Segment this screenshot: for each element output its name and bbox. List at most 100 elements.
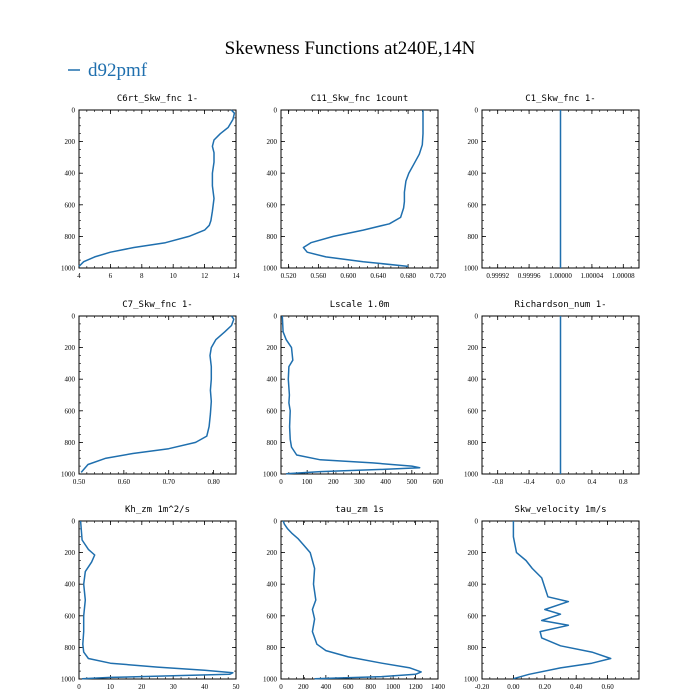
y-tick-label: 600 [65, 612, 76, 620]
x-tick-label: 0.0 [556, 478, 565, 486]
y-tick-label: 200 [65, 549, 76, 557]
panel-2: C11_Skw_fnc 1count 0.520 0.560 0.600 0.640 0.… [263, 94, 446, 280]
series-line [281, 315, 421, 475]
x-tick-label: 400 [321, 683, 332, 691]
y-tick-label: 600 [65, 407, 76, 415]
y-tick-label: 800 [65, 644, 76, 652]
y-tick-label: 200 [267, 344, 278, 352]
x-tick-label: 12 [201, 272, 209, 280]
y-tick-label: 1000 [263, 471, 278, 479]
y-tick-label: 1000 [61, 676, 76, 684]
x-tick-label: 400 [380, 478, 391, 486]
x-tick-label: 6 [109, 272, 113, 280]
x-tick-label: 0 [279, 478, 283, 486]
y-tick-label: 0 [475, 313, 479, 321]
series-line [79, 520, 234, 680]
x-tick-label: -0.20 [475, 683, 490, 691]
x-tick-label: 200 [298, 683, 309, 691]
x-tick-label: 4 [77, 272, 81, 280]
y-tick-label: 400 [468, 170, 479, 178]
plot-frame [280, 315, 439, 475]
x-tick-label: 500 [407, 478, 418, 486]
y-tick-label: 200 [65, 344, 76, 352]
y-tick-label: 0 [475, 518, 479, 526]
x-tick-label: -0.4 [524, 478, 536, 486]
legend-label: d92pmf [88, 60, 148, 81]
series-line [80, 315, 235, 473]
x-tick-label: 40 [201, 683, 209, 691]
y-tick-label: 1000 [263, 676, 278, 684]
x-tick-label: 20 [138, 683, 146, 691]
panel-title: Kh_zm 1m^2/s [125, 505, 190, 515]
x-tick-label: 200 [328, 478, 339, 486]
x-tick-label: 1400 [431, 683, 446, 691]
y-tick-label: 800 [468, 233, 479, 241]
y-tick-label: 0 [274, 518, 278, 526]
x-tick-label: 14 [233, 272, 241, 280]
x-tick-label: 0.640 [370, 272, 386, 280]
x-tick-label: 300 [354, 478, 365, 486]
y-tick-label: 1000 [464, 265, 479, 273]
panel-3: C1_Skw_fnc 1- 0.99992 0.99996 1.00000 1.0000… [464, 94, 640, 280]
y-tick-label: 400 [65, 170, 76, 178]
panel-title: C6rt_Skw_fnc 1- [117, 94, 198, 104]
y-tick-label: 800 [65, 439, 76, 447]
panel-title: Richardson_num 1- [514, 300, 606, 310]
series-line [282, 520, 422, 680]
y-tick-label: 1000 [61, 471, 76, 479]
panel-9: Skw_velocity 1m/s -0.20 0.00 0.20 0.40 0.60 0 2… [464, 505, 640, 691]
y-tick-label: 800 [468, 439, 479, 447]
y-tick-label: 600 [468, 201, 479, 209]
y-tick-label: 200 [468, 549, 479, 557]
y-tick-label: 0 [274, 107, 278, 115]
x-tick-label: 0.680 [400, 272, 416, 280]
y-tick-label: 800 [267, 233, 278, 241]
y-tick-label: 1000 [464, 471, 479, 479]
y-tick-label: 400 [65, 581, 76, 589]
plot-frame [280, 520, 439, 680]
series-line [78, 109, 236, 267]
y-tick-label: 0 [475, 107, 479, 115]
panel-7: Kh_zm 1m^2/s 0 10 20 30 40 50 0 200 400 600 800 1000 [61, 505, 240, 691]
x-tick-label: 0 [77, 683, 81, 691]
y-tick-label: 400 [267, 376, 278, 384]
y-tick-label: 200 [267, 549, 278, 557]
y-tick-label: 0 [72, 313, 76, 321]
x-tick-label: 0 [279, 683, 283, 691]
x-tick-label: 0.20 [539, 683, 552, 691]
x-tick-label: 100 [302, 478, 313, 486]
x-tick-label: 600 [343, 683, 354, 691]
y-tick-label: 800 [267, 644, 278, 652]
panel-title: C11_Skw_fnc 1count [311, 94, 409, 104]
y-tick-label: 0 [72, 518, 76, 526]
y-tick-label: 600 [468, 612, 479, 620]
panel-5: Lscale 1.0m 0 100 200 300 400 500 600 0 200 400 600… [263, 300, 444, 486]
x-tick-label: 0.600 [340, 272, 356, 280]
y-tick-label: 1000 [263, 265, 278, 273]
x-tick-label: 1.00004 [581, 272, 604, 280]
series-line [302, 110, 424, 268]
x-tick-label: 8 [140, 272, 144, 280]
y-tick-label: 400 [267, 170, 278, 178]
y-tick-label: 200 [468, 344, 479, 352]
x-tick-label: 600 [433, 478, 444, 486]
x-tick-label: 0.4 [588, 478, 597, 486]
panel-title: tau_zm 1s [335, 505, 384, 515]
panel-1: C6rt_Skw_fnc 1- 4 6 8 10 12 14 0 200 400 600 800 100… [61, 94, 240, 280]
panel-6: Richardson_num 1- -0.8 -0.4 0.0 0.4 0.8 0 200 40… [464, 300, 640, 486]
figure-title: Skewness Functions at240E,14N [225, 38, 476, 59]
x-tick-label: 0.50 [73, 478, 86, 486]
y-tick-label: 400 [267, 581, 278, 589]
x-tick-label: 1200 [409, 683, 424, 691]
panel-8: tau_zm 1s 0 200 400 600 800 1000 1200 1400 0 200 40… [263, 505, 446, 691]
x-tick-label: 10 [107, 683, 115, 691]
y-tick-label: 0 [274, 313, 278, 321]
y-tick-label: 400 [65, 376, 76, 384]
x-tick-label: 0.560 [311, 272, 327, 280]
x-tick-label: 1.00008 [612, 272, 635, 280]
x-tick-label: 10 [170, 272, 178, 280]
plot-frame [78, 520, 237, 680]
y-tick-label: 1000 [61, 265, 76, 273]
x-tick-label: 0.70 [163, 478, 176, 486]
